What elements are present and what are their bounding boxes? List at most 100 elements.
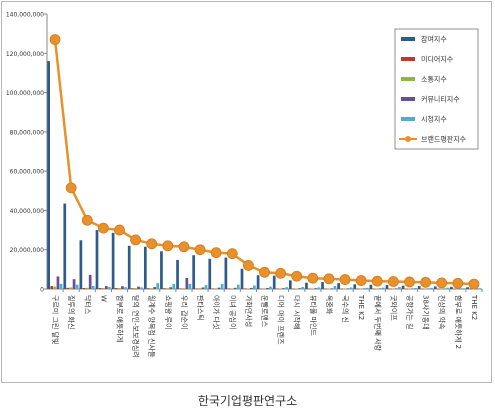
bar-0 (256, 275, 260, 289)
line-point (323, 273, 335, 285)
bar-4 (75, 284, 79, 289)
bar-4 (140, 287, 143, 289)
bar-0 (240, 268, 244, 289)
bar-4 (446, 287, 450, 289)
bar-3 (314, 288, 318, 289)
y-tick-label: 140,000,000 (6, 12, 44, 19)
bar-2 (246, 288, 250, 289)
bar-0 (369, 284, 373, 289)
bar-0 (127, 245, 131, 289)
line-point (468, 278, 480, 290)
x-tick-label: 구르미 그린 달빛 (51, 295, 60, 345)
bar-3 (298, 288, 301, 289)
legend-label: 미디어지수 (421, 55, 454, 64)
bar-3 (72, 279, 76, 289)
legend-swatch (401, 77, 415, 81)
bar-4 (124, 287, 127, 289)
bar-0 (337, 283, 341, 289)
bar-0 (47, 61, 51, 290)
bar-2 (101, 288, 105, 289)
bar-0 (160, 251, 163, 289)
x-tick-label: THE K2 (357, 294, 365, 320)
bar-1 (227, 288, 231, 289)
line-point (242, 260, 254, 271)
y-tick-label: 60,000,000 (10, 169, 45, 176)
bar-2 (117, 288, 121, 289)
bar-1 (420, 288, 424, 290)
bar-4 (253, 285, 256, 289)
bar-1 (243, 288, 247, 289)
line-point (65, 182, 77, 194)
bar-3 (249, 288, 253, 289)
line-point (259, 266, 270, 278)
bar-4 (301, 287, 305, 289)
bar-1 (372, 288, 376, 290)
x-tick-label: 함부로 애틋하게 (116, 295, 125, 342)
bar-1 (388, 288, 392, 290)
bar-0 (450, 286, 453, 289)
bar-4 (269, 286, 272, 289)
bar-3 (346, 288, 350, 289)
line-point (114, 224, 125, 236)
bar-3 (104, 286, 108, 289)
bar-2 (230, 288, 234, 289)
x-tick-label: 뷰티풀 마인드 (309, 295, 318, 336)
bar-1 (50, 286, 54, 289)
bar-3 (56, 276, 60, 289)
bar-1 (469, 288, 472, 290)
line-point (162, 240, 174, 252)
bar-2 (214, 288, 218, 289)
bar-4 (317, 287, 321, 289)
line-point (420, 276, 432, 288)
bar-0 (433, 286, 437, 289)
bar-0 (321, 282, 324, 289)
bar-4 (156, 283, 160, 289)
legend-swatch (401, 97, 415, 101)
x-tick-label: 가화만사성 (244, 295, 253, 327)
line-point (210, 247, 222, 259)
bar-3 (233, 287, 237, 289)
x-tick-label: 쇼핑왕 루이 (164, 295, 173, 329)
bar-1 (453, 288, 456, 290)
line-point (194, 244, 206, 256)
bar-0 (111, 232, 115, 289)
line-point (452, 277, 464, 289)
bar-0 (192, 255, 196, 289)
line-point (387, 276, 399, 287)
x-tick-label: 아이가 다섯 (212, 295, 221, 329)
bar-4 (365, 287, 369, 289)
bar-0 (417, 286, 421, 289)
bar-1 (275, 288, 279, 290)
bar-3 (88, 274, 92, 289)
chart: 0 20,000,000 40,000,000 60,000,000 80,000,00… (6, 12, 483, 358)
bar-4 (398, 287, 401, 289)
bar-3 (266, 288, 269, 289)
y-tick-label: 100,000,000 (6, 90, 44, 97)
bar-3 (330, 288, 334, 289)
bar-4 (172, 283, 176, 289)
x-tick-label: 질투의 화신 (67, 295, 76, 329)
line-point (339, 274, 351, 285)
line-point (291, 270, 303, 282)
bar-2 (440, 288, 443, 290)
legend-label: 브랜드평판지수 (421, 135, 467, 144)
bar-0 (353, 284, 357, 289)
bar-2 (198, 288, 202, 289)
bar-3 (185, 278, 189, 289)
bar-2 (279, 288, 282, 289)
bar-2 (166, 288, 169, 289)
bar-1 (195, 288, 199, 289)
y-tick-label: 0 (40, 287, 44, 294)
bar-4 (414, 288, 417, 289)
bar-2 (456, 288, 459, 290)
bar-1 (163, 288, 166, 289)
line-point (226, 248, 238, 260)
bar-3 (153, 287, 156, 289)
bar-2 (359, 288, 363, 290)
bar-1 (340, 288, 344, 290)
bar-3 (169, 287, 173, 289)
line-point (146, 238, 158, 250)
bar-3 (443, 288, 446, 290)
y-tick-label: 20,000,000 (10, 247, 45, 254)
